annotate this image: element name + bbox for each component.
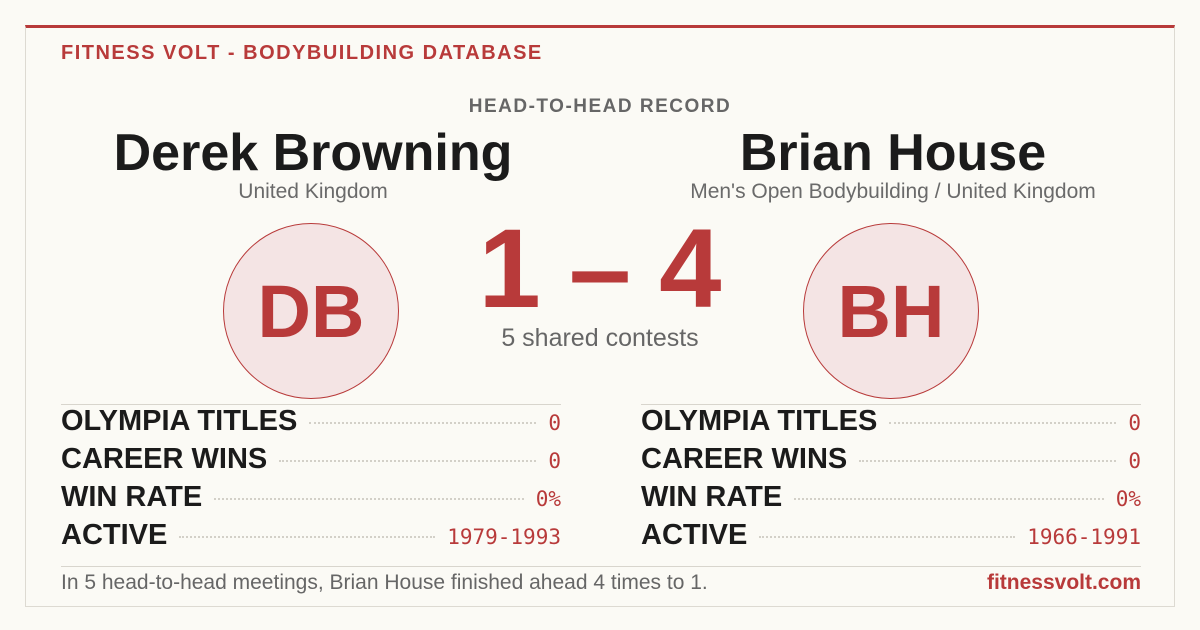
stat-row: CAREER WINS 0 [61,443,561,481]
summary: In 5 head-to-head meetings, Brian House … [61,571,708,594]
stat-row: CAREER WINS 0 [641,443,1141,481]
score-left: 1 [478,206,541,331]
stats: OLYMPIA TITLES 0 CAREER WINS 0 WIN RATE 0% ACT… [61,404,561,557]
competitor-name: Brian House [739,124,1047,182]
stat-row: WIN RATE 0% [641,481,1141,519]
stat-row: ACTIVE 1979-1993 [61,519,561,557]
competitor-subtitle: Men's Open Bodybuilding / United Kingdom [690,180,1096,203]
leader [859,460,1117,462]
competitor-subtitle: United Kingdom [238,180,388,203]
stat-row: OLYMPIA TITLES 0 [641,405,1141,443]
leader [309,422,537,424]
stat-row: ACTIVE 1966-1991 [641,519,1141,557]
stat-value: 0 [1128,411,1141,435]
score-right: 4 [659,206,722,331]
score: 1–4 [26,204,1174,333]
stat-value: 0 [548,411,561,435]
stat-label: CAREER WINS [61,443,268,475]
caption: 5 shared contests [501,324,699,352]
site: fitnessvolt.com [986,571,1141,594]
stat-value: 0 [548,449,561,473]
stat-label: ACTIVE [641,519,748,551]
stat-label: OLYMPIA TITLES [641,405,878,437]
stat-label: CAREER WINS [641,443,848,475]
leader [279,460,537,462]
footer: In 5 head-to-head meetings, Brian House … [61,566,1141,595]
stat-value: 0 [1128,449,1141,473]
brand: FITNESS VOLT - BODYBUILDING DATABASE [61,42,543,64]
stat-row: WIN RATE 0% [61,481,561,519]
leader [179,536,436,538]
stat-value: 0% [535,487,561,511]
avatar: DB [223,223,399,399]
score-separator: – [568,206,632,331]
leader [794,498,1104,500]
record-title: HEAD-TO-HEAD RECORD [468,96,732,117]
stat-row: OLYMPIA TITLES 0 [61,405,561,443]
leader [889,422,1117,424]
card: FITNESS VOLT - BODYBUILDING DATABASE HEA… [25,25,1175,607]
stat-label: OLYMPIA TITLES [61,405,298,437]
stat-label: WIN RATE [641,481,783,513]
stat-value: 1966-1991 [1027,525,1141,549]
leader [759,536,1016,538]
stat-label: ACTIVE [61,519,168,551]
competitor-name: Derek Browning [113,124,513,182]
stat-value: 0% [1115,487,1141,511]
stat-value: 1979-1993 [447,525,561,549]
stats: OLYMPIA TITLES 0 CAREER WINS 0 WIN RATE 0% ACT… [641,404,1141,557]
stat-label: WIN RATE [61,481,203,513]
leader [214,498,524,500]
avatar: BH [803,223,979,399]
